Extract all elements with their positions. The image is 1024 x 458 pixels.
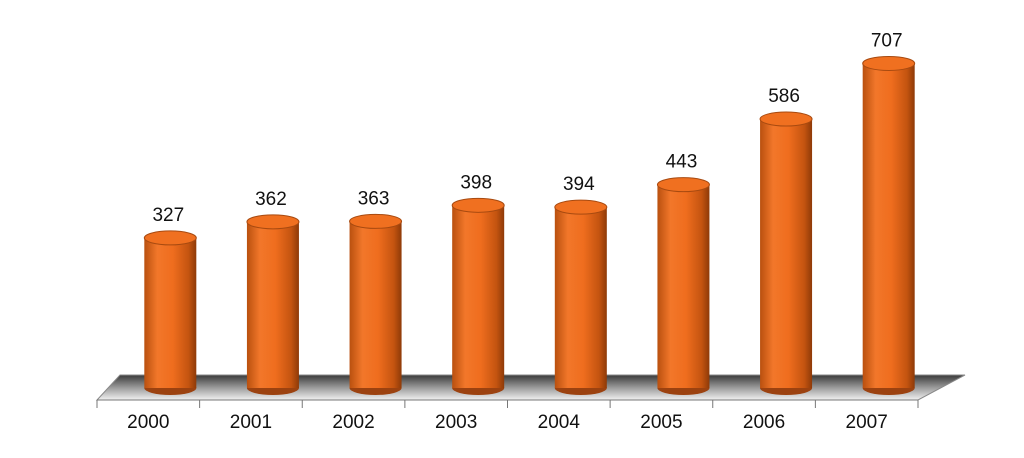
bar-top (451, 197, 505, 213)
bar-body (144, 237, 197, 388)
bar-body (349, 221, 402, 388)
data-label: 394 (563, 174, 595, 195)
data-label: 443 (666, 152, 698, 173)
x-tick-label: 2007 (846, 412, 888, 433)
data-label: 707 (871, 31, 903, 52)
data-label: 363 (358, 188, 390, 209)
bar-top (656, 177, 710, 193)
floor (95, 374, 966, 401)
bar-body (246, 221, 299, 388)
x-tick-label: 2001 (230, 412, 272, 433)
bar-body (452, 205, 505, 388)
bar-top (349, 213, 403, 229)
bar-top (554, 199, 608, 215)
data-label: 586 (768, 86, 800, 107)
data-label: 362 (255, 189, 287, 210)
x-tick-label: 2000 (127, 412, 169, 433)
bar (143, 230, 197, 395)
data-label: 398 (460, 172, 492, 193)
bar (656, 177, 710, 395)
x-tick-label: 2004 (538, 412, 581, 433)
x-tick-label: 2002 (332, 412, 374, 433)
bar-body (862, 63, 915, 388)
bar-body (657, 184, 710, 388)
bar-top (143, 230, 197, 246)
x-tick-label: 2003 (435, 412, 477, 433)
bar (862, 55, 916, 395)
bar-body (554, 207, 607, 388)
bar (451, 197, 505, 395)
x-tick-label: 2006 (743, 412, 785, 433)
bar-body (760, 119, 813, 388)
x-tick-label: 2005 (640, 412, 682, 433)
bar-top (246, 214, 300, 230)
bar-top (862, 55, 916, 71)
bar-top (759, 111, 813, 127)
bar (349, 213, 403, 395)
data-label: 327 (152, 205, 184, 226)
bar (554, 199, 608, 395)
bar (759, 111, 813, 395)
bar (246, 214, 300, 395)
